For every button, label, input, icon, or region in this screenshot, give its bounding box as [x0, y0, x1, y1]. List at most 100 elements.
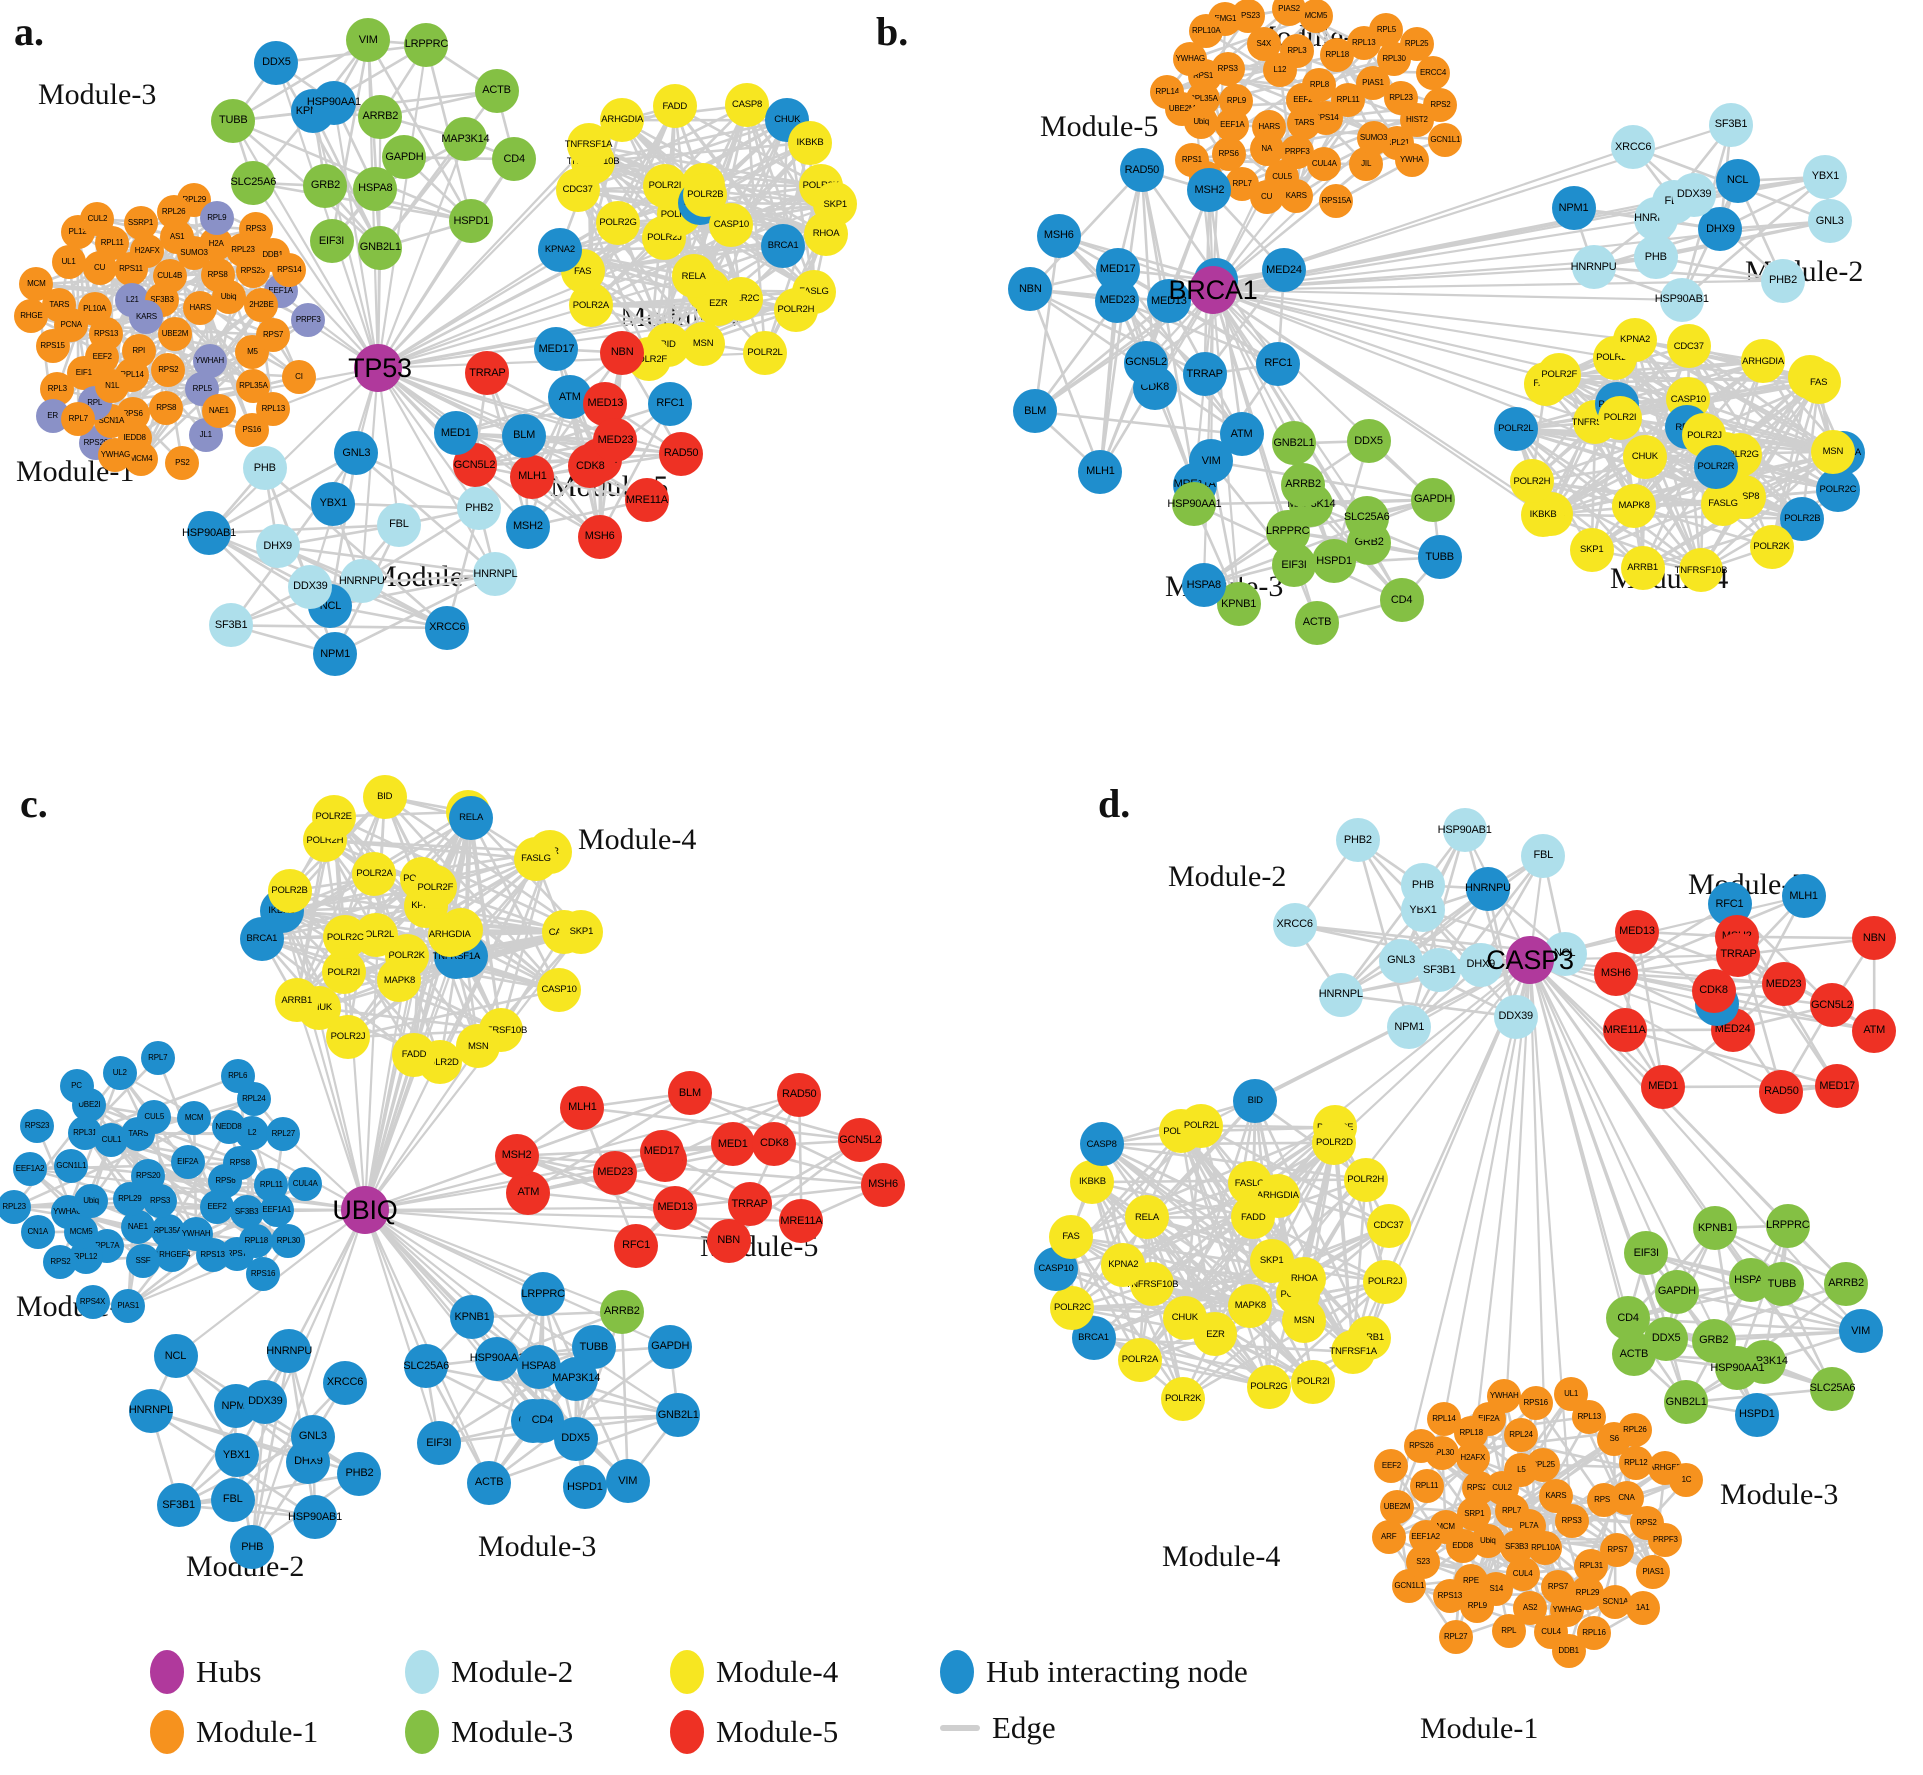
network-node[interactable]: ACTB [474, 68, 519, 113]
network-node[interactable]: CHUK [1622, 434, 1667, 479]
network-node[interactable]: POLR2L [1493, 407, 1538, 452]
network-node[interactable]: TUBB [1417, 535, 1462, 580]
network-node[interactable]: RPL12 [1618, 1445, 1653, 1480]
network-node[interactable]: MRE11A [1602, 1008, 1647, 1053]
network-node[interactable]: DHX9 [1458, 942, 1503, 987]
network-node[interactable]: NPM1 [1387, 1005, 1432, 1049]
network-node[interactable]: MSH2 [494, 1133, 539, 1178]
network-node[interactable]: TARS [1287, 105, 1322, 140]
network-node[interactable]: MLH1 [560, 1085, 605, 1130]
network-node[interactable]: MSH6 [1036, 213, 1081, 258]
network-node[interactable]: HSP90AB1 [1655, 277, 1709, 322]
network-node[interactable]: FASLG [1701, 482, 1746, 527]
network-node[interactable]: SRP1 [1457, 1496, 1492, 1531]
network-node[interactable]: SLC25A6 [1810, 1366, 1856, 1411]
network-node[interactable]: GAPDH [1411, 477, 1456, 522]
network-node[interactable]: UBE2M [1380, 1490, 1415, 1525]
network-node[interactable]: GRB2 [1691, 1318, 1736, 1363]
network-node[interactable]: TUBB [1759, 1262, 1804, 1307]
network-node[interactable]: RFC1 [1256, 341, 1301, 386]
network-node[interactable]: POLR2K [1749, 524, 1794, 569]
network-node[interactable]: RPL27 [1438, 1620, 1473, 1655]
network-node[interactable]: SLC25A6 [1344, 495, 1390, 540]
network-node[interactable]: MED1 [1641, 1064, 1686, 1109]
network-node[interactable]: GNL3 [1807, 199, 1852, 244]
network-node[interactable]: RPL10A [1189, 13, 1224, 48]
network-node[interactable]: RPS3 [1210, 51, 1245, 86]
network-node[interactable]: CASP8 [1079, 1122, 1124, 1167]
network-node[interactable]: HNRNPL [1319, 972, 1363, 1017]
network-node[interactable]: HSPD1 [1312, 539, 1357, 584]
network-node[interactable]: RPL13 [1346, 26, 1381, 61]
network-node[interactable]: RHOA [1282, 1257, 1327, 1302]
network-node[interactable]: PRPF3 [1280, 134, 1315, 169]
network-node[interactable]: PHB [1633, 235, 1678, 280]
network-node[interactable]: VIM [1838, 1309, 1883, 1354]
network-node[interactable]: NPM1 [1551, 186, 1596, 231]
network-node[interactable]: DDX5 [1644, 1316, 1689, 1361]
network-node[interactable]: SKP1 [1569, 527, 1614, 572]
network-node[interactable]: HSPD1 [1734, 1392, 1779, 1437]
network-node[interactable]: MED17 [1815, 1064, 1860, 1109]
network-node[interactable]: GCN5L2 [1124, 340, 1169, 385]
network-node[interactable]: FBL [1521, 833, 1566, 878]
network-node[interactable]: SUMO3 [1356, 120, 1391, 155]
network-node[interactable]: DDX39 [1672, 172, 1717, 217]
network-node[interactable]: RPL24 [1504, 1417, 1539, 1452]
network-node[interactable]: HNRNPU [1465, 866, 1511, 911]
network-node[interactable]: GAPDH [1654, 1269, 1699, 1314]
hub-node[interactable]: CASP3 [1486, 936, 1574, 984]
network-node[interactable]: GNL3 [1379, 938, 1424, 983]
network-node[interactable]: KPNA2 [1613, 318, 1658, 363]
network-node[interactable]: YWHA [1394, 143, 1429, 178]
network-node[interactable]: MED24 [1262, 248, 1306, 293]
network-node[interactable]: ARRB2 [1824, 1261, 1869, 1306]
network-node[interactable]: MAPK8 [1612, 484, 1657, 529]
network-node[interactable]: POLR2J [1363, 1259, 1408, 1304]
network-node[interactable]: HSPA8 [1181, 563, 1226, 608]
network-node[interactable]: RPL [1491, 1614, 1526, 1649]
network-node[interactable]: Ubiq [211, 280, 246, 315]
network-node[interactable]: POLR2F [1537, 353, 1582, 398]
network-node[interactable]: MLH1 [1078, 449, 1123, 494]
network-node[interactable]: ACTB [1295, 600, 1340, 645]
network-node[interactable]: POLR2I [1291, 1359, 1336, 1404]
network-node[interactable]: POLR2C [1815, 468, 1860, 513]
network-node[interactable]: FAS [1796, 360, 1841, 405]
network-node[interactable]: ERCC4 [1416, 55, 1451, 90]
network-node[interactable]: RPL18 [1454, 1415, 1489, 1450]
network-node[interactable]: BID [1233, 1078, 1278, 1123]
network-node[interactable]: MED13 [1615, 909, 1659, 954]
network-node[interactable]: HNRNPU [1571, 245, 1617, 290]
network-node[interactable]: RPL7 [140, 1040, 175, 1075]
network-node[interactable]: CDC37 [1366, 1203, 1411, 1248]
network-node[interactable]: CD4 [1379, 578, 1424, 623]
network-node[interactable]: ATM [1852, 1008, 1897, 1053]
network-node[interactable]: RPS16 [1518, 1386, 1553, 1421]
network-node[interactable]: RPS3 [1554, 1503, 1589, 1538]
network-node[interactable]: POLR2A [1117, 1337, 1162, 1382]
network-node[interactable]: POLR2K [1161, 1377, 1206, 1422]
network-node[interactable]: MED17 [1095, 247, 1140, 292]
network-node[interactable]: MED13 [1146, 279, 1191, 324]
network-node[interactable]: RPL26 [1617, 1413, 1652, 1448]
network-node[interactable]: ARF [1371, 1519, 1406, 1554]
network-node[interactable]: POLR2L [1179, 1103, 1224, 1148]
network-node[interactable]: KPNA2 [1101, 1242, 1146, 1287]
network-node[interactable]: YBX1 [1803, 154, 1848, 199]
network-node[interactable]: ARRB2 [1281, 462, 1326, 507]
network-node[interactable]: CHUK [1162, 1295, 1207, 1340]
network-node[interactable]: POLR2H [1509, 459, 1554, 504]
network-node[interactable]: RPS13 [1432, 1579, 1467, 1614]
network-node[interactable]: PIAS1 [1355, 66, 1390, 101]
network-node[interactable]: CDC37 [1666, 324, 1711, 369]
network-node[interactable]: POLR2H [1343, 1157, 1388, 1202]
network-node[interactable]: RPL11 [1409, 1469, 1444, 1504]
network-node[interactable]: MLH1 [1781, 874, 1826, 919]
network-node[interactable]: RPS6 [1211, 137, 1246, 172]
network-node[interactable]: POLR2D [1312, 1120, 1357, 1165]
network-node[interactable]: ARRB1 [1620, 546, 1665, 591]
network-node[interactable]: 1C [1669, 1462, 1704, 1497]
network-node[interactable]: YWHAG [1550, 1592, 1585, 1627]
network-node[interactable]: NA [1249, 132, 1284, 167]
